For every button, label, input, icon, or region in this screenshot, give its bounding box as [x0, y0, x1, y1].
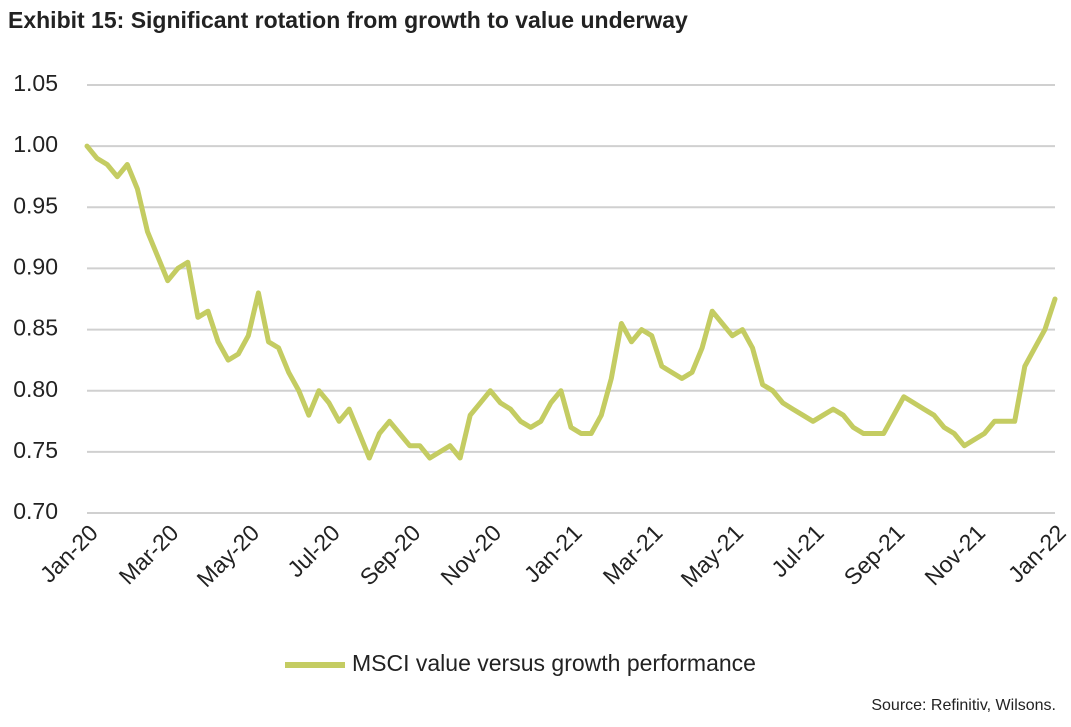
y-tick-label: 1.05 [13, 70, 58, 96]
x-tick-label: Mar-20 [114, 519, 184, 589]
source-note: Source: Refinitiv, Wilsons. [871, 697, 1056, 714]
x-tick-label: Jan-20 [35, 519, 103, 587]
x-tick-label: Sep-20 [355, 519, 426, 590]
y-tick-label: 0.70 [13, 498, 58, 524]
x-tick-label: Jul-20 [282, 519, 345, 582]
y-tick-label: 0.80 [13, 376, 58, 402]
data-line [84, 143, 1058, 461]
legend-label: MSCI value versus growth performance [352, 650, 756, 676]
x-tick-label: May-20 [192, 519, 265, 592]
y-tick-label: 0.75 [13, 437, 58, 463]
x-tick-label: Nov-20 [435, 519, 506, 590]
x-tick-label: Mar-21 [598, 519, 668, 589]
x-tick-label: Sep-21 [839, 519, 910, 590]
y-tick-label: 0.95 [13, 192, 58, 218]
y-tick-label: 1.00 [13, 131, 58, 157]
y-tick-label: 0.90 [13, 254, 58, 280]
chart-title: Exhibit 15: Significant rotation from gr… [8, 7, 688, 33]
x-tick-label: Jan-21 [519, 519, 587, 587]
x-tick-label: Nov-21 [919, 519, 990, 590]
x-tick-label: Jul-21 [766, 519, 829, 582]
x-tick-label: May-21 [676, 519, 749, 592]
x-tick-label: Jan-22 [1003, 519, 1071, 587]
y-tick-label: 0.85 [13, 315, 58, 341]
